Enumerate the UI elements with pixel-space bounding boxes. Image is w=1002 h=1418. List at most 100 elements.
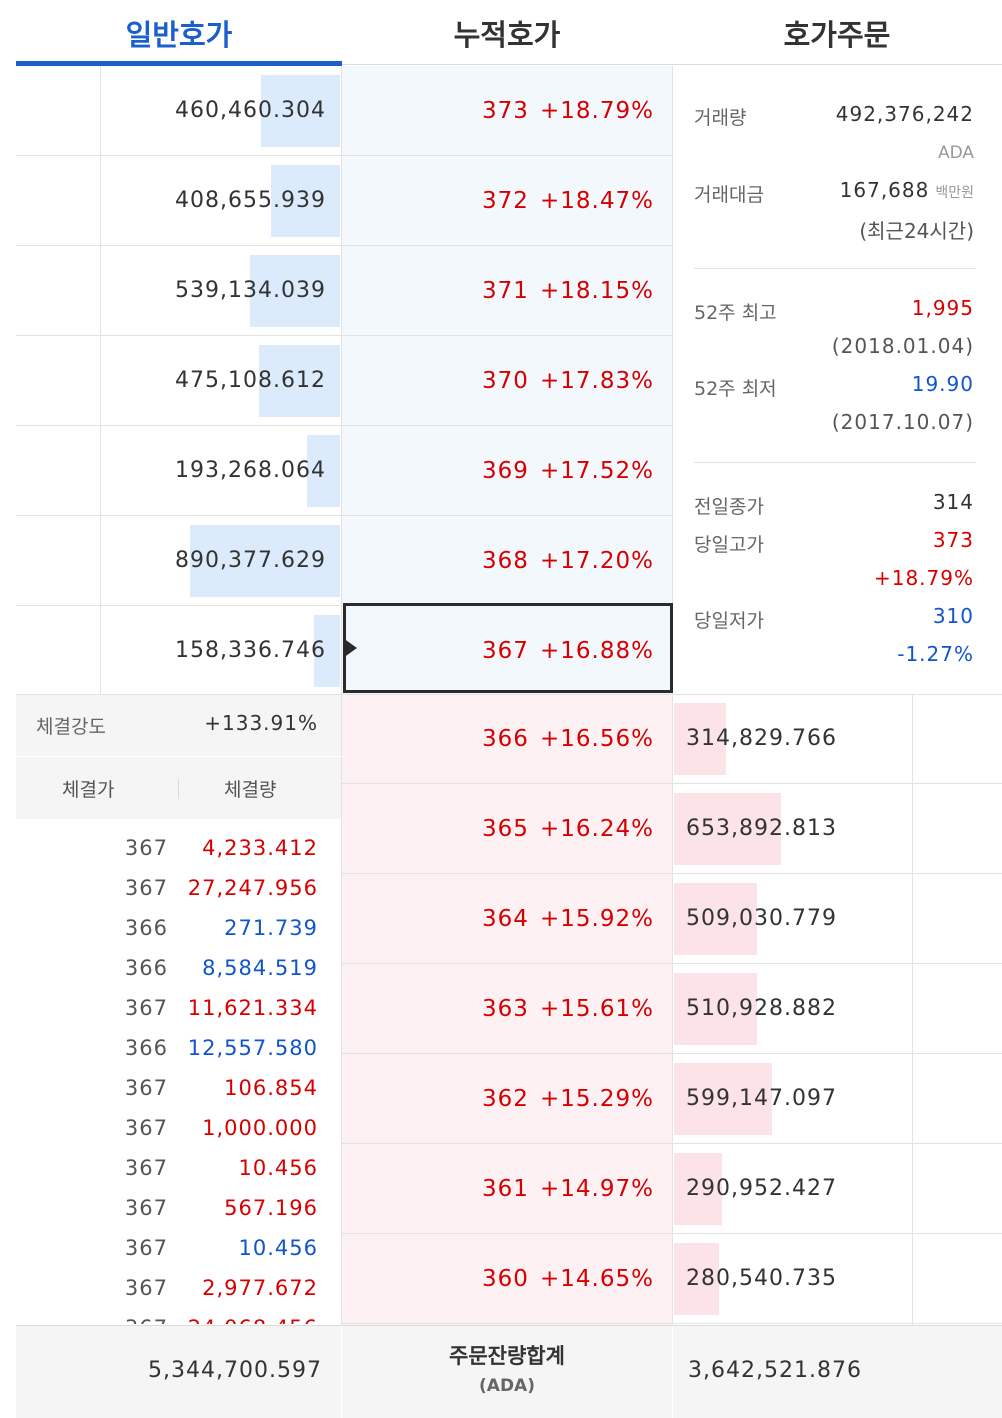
prev-close-label: 전일종가 <box>694 496 764 518</box>
bid-qty-cell[interactable]: 290,952.427 <box>674 1144 912 1234</box>
trade-qty: 10.456 <box>238 1156 318 1180</box>
ask-price: 368 <box>482 548 529 574</box>
grid-line <box>342 963 1002 964</box>
trade-price: 367 <box>124 1076 168 1100</box>
amount-label: 거래대금 <box>694 184 764 206</box>
bid-depth-bar <box>674 793 781 865</box>
bid-price: 364 <box>482 906 529 932</box>
ask-qty-cell[interactable]: 193,268.064 <box>102 426 340 516</box>
ask-price-column-bg <box>342 66 672 694</box>
trade-qty: 271.739 <box>224 916 318 940</box>
bid-qty-value: 509,030.779 <box>686 906 837 931</box>
trade-price: 366 <box>124 956 168 980</box>
day-high-rate: +18.79% <box>873 566 974 590</box>
strength-label: 체결강도 <box>36 716 106 738</box>
trade-price: 366 <box>124 1036 168 1060</box>
grid-line <box>16 245 672 246</box>
footer-bar <box>16 1325 1002 1418</box>
high52-value: 1,995 <box>911 296 974 320</box>
ask-qty-cell[interactable]: 475,108.612 <box>102 336 340 426</box>
amount-value: 167,688 <box>839 178 930 202</box>
bid-qty-cell[interactable]: 510,928.882 <box>674 964 912 1054</box>
active-tab-indicator <box>16 61 342 66</box>
grid-line <box>912 694 913 1326</box>
grid-line <box>342 1053 1002 1054</box>
trade-price: 367 <box>124 1236 168 1260</box>
ask-depth-bar <box>250 255 340 327</box>
ask-total-value: 5,344,700.597 <box>148 1358 322 1383</box>
tab-divider <box>342 64 1002 65</box>
bid-price: 360 <box>482 1266 529 1292</box>
bid-price-row[interactable]: 361 +14.97% <box>342 1144 672 1234</box>
ask-price-row[interactable]: 372 +18.47% <box>342 156 672 246</box>
bid-qty-cell[interactable]: 509,030.779 <box>674 874 912 964</box>
ask-qty-cell[interactable]: 408,655.939 <box>102 156 340 246</box>
bid-depth-bar <box>674 1243 719 1315</box>
bid-rate: +16.56% <box>540 726 654 752</box>
bid-price-row[interactable]: 366 +16.56% <box>342 694 672 784</box>
trade-qty: 2,977.672 <box>202 1276 318 1300</box>
ask-qty-cell[interactable]: 890,377.629 <box>102 516 340 606</box>
bid-qty-cell[interactable]: 599,147.097 <box>674 1054 912 1144</box>
ask-price: 370 <box>482 368 529 394</box>
ask-price-row[interactable]: 373 +18.79% <box>342 66 672 156</box>
trade-row: 367 106.854 <box>16 1068 340 1108</box>
trade-price: 367 <box>124 1276 168 1300</box>
info-divider <box>694 268 976 269</box>
trade-price: 367 <box>124 1196 168 1220</box>
bid-rate: +15.92% <box>540 906 654 932</box>
bid-price-row[interactable]: 360 +14.65% <box>342 1234 672 1324</box>
ask-rate: +17.20% <box>540 548 654 574</box>
bid-qty-value: 510,928.882 <box>686 996 837 1021</box>
day-high-value: 373 <box>932 528 974 552</box>
bid-qty-cell[interactable]: 653,892.813 <box>674 784 912 874</box>
bid-price: 363 <box>482 996 529 1022</box>
trade-row: 367 11,621.334 <box>16 988 340 1028</box>
bid-rate: +14.65% <box>540 1266 654 1292</box>
grid-line <box>342 1143 1002 1144</box>
trade-row: 367 567.196 <box>16 1188 340 1228</box>
ask-qty-cell[interactable]: 158,336.746 <box>102 606 340 696</box>
trade-qty: 12,557.580 <box>187 1036 318 1060</box>
trade-row: 367 27,247.956 <box>16 868 340 908</box>
volume-unit: ADA <box>937 143 974 163</box>
ask-price-row[interactable]: 368 +17.20% <box>342 516 672 606</box>
tab-order-entry[interactable]: 호가주문 <box>783 18 891 52</box>
tab-general-orderbook[interactable]: 일반호가 <box>125 18 233 52</box>
trade-qty: 8,584.519 <box>202 956 318 980</box>
bid-qty-cell[interactable]: 314,829.766 <box>674 694 912 784</box>
bid-total-value: 3,642,521.876 <box>688 1358 862 1383</box>
bid-qty-cell[interactable]: 280,540.735 <box>674 1234 912 1324</box>
low52-label: 52주 최저 <box>694 378 777 400</box>
grid-line <box>342 783 1002 784</box>
trade-list[interactable]: 367 4,233.412 367 27,247.956 366 271.739 366 8,… <box>0 828 341 1324</box>
trade-price: 367 <box>124 876 168 900</box>
bid-depth-bar <box>674 1153 722 1225</box>
trade-row: 366 271.739 <box>16 908 340 948</box>
bid-qty-value: 653,892.813 <box>686 816 837 841</box>
trade-qty: 4,233.412 <box>202 836 318 860</box>
volume-label: 거래량 <box>694 107 747 129</box>
trade-row: 367 1,000.000 <box>16 1108 340 1148</box>
bid-price-column-bg <box>342 694 672 1326</box>
ask-qty-cell[interactable]: 460,460.304 <box>102 66 340 156</box>
trade-price: 367 <box>124 1156 168 1180</box>
tab-cumulative-orderbook[interactable]: 누적호가 <box>453 18 561 52</box>
bid-price-row[interactable]: 365 +16.24% <box>342 784 672 874</box>
ask-price-row[interactable]: 370 +17.83% <box>342 336 672 426</box>
bid-price-row[interactable]: 363 +15.61% <box>342 964 672 1054</box>
ask-price-row[interactable]: 367 +16.88% <box>342 606 672 696</box>
bid-price-row[interactable]: 362 +15.29% <box>342 1054 672 1144</box>
bid-qty-value: 599,147.097 <box>686 1086 837 1111</box>
grid-line <box>342 1323 1002 1324</box>
ask-qty-value: 193,268.064 <box>175 458 326 483</box>
bid-price: 365 <box>482 816 529 842</box>
trade-price: 367 <box>124 996 168 1020</box>
ask-price-row[interactable]: 371 +18.15% <box>342 246 672 336</box>
bid-price-row[interactable]: 364 +15.92% <box>342 874 672 964</box>
trade-row: 366 12,557.580 <box>16 1028 340 1068</box>
grid-line <box>16 756 342 757</box>
ask-qty-cell[interactable]: 539,134.039 <box>102 246 340 336</box>
day-low-label: 당일저가 <box>694 610 764 632</box>
ask-price-row[interactable]: 369 +17.52% <box>342 426 672 516</box>
